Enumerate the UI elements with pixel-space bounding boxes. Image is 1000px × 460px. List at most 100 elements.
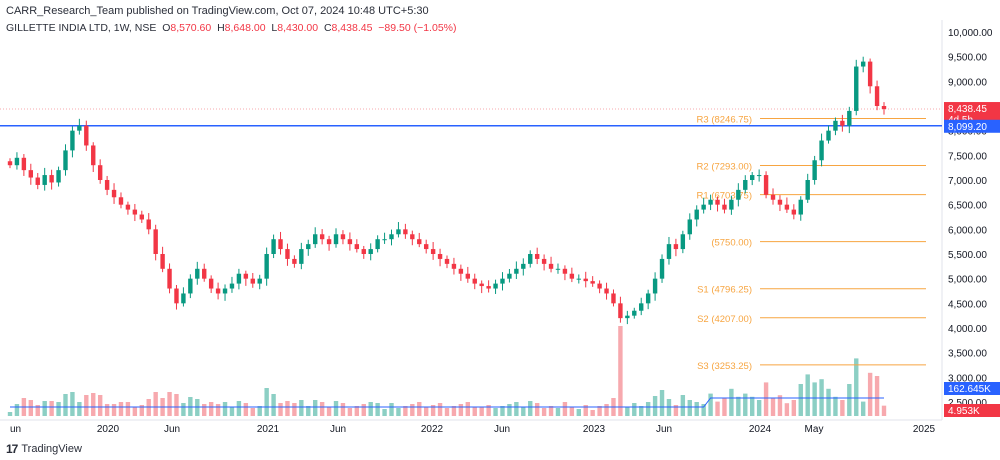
- volume-bar: [874, 376, 880, 416]
- candle-body: [167, 268, 172, 289]
- candle-body: [847, 110, 852, 126]
- candle-body: [576, 278, 581, 280]
- volume-bar: [132, 407, 138, 416]
- volume-bar: [28, 400, 34, 416]
- candle-body: [736, 189, 741, 200]
- candle-body: [569, 273, 575, 279]
- volume-bar: [42, 401, 47, 416]
- volume-bar: [590, 410, 595, 416]
- y-tick-label: 7,500.00: [948, 151, 987, 162]
- candle-body: [375, 239, 380, 250]
- close-label: C: [323, 22, 332, 34]
- candle-body: [743, 180, 748, 190]
- y-tick-label: 3,000.00: [948, 373, 987, 384]
- candle-body: [14, 157, 20, 166]
- volume-bar: [548, 406, 554, 416]
- volume-bar: [729, 388, 734, 416]
- candle-body: [63, 150, 68, 171]
- candle-body: [583, 278, 588, 282]
- candle-body: [77, 125, 82, 131]
- y-tick-label: 2,500.00: [948, 398, 987, 409]
- volume-bar: [798, 384, 803, 416]
- volume-bar: [174, 394, 179, 416]
- volume-bar: [867, 372, 873, 416]
- candle-body: [437, 254, 443, 259]
- volume-bar: [382, 409, 387, 416]
- x-tick-label: Jun: [164, 424, 180, 435]
- candle-body: [514, 268, 519, 274]
- candle-body: [639, 303, 644, 311]
- candle-body: [722, 204, 727, 210]
- change-value: −89.50 (−1.05%): [378, 22, 457, 34]
- candle-body: [867, 61, 873, 87]
- volume-bar: [597, 406, 602, 416]
- support-price-tag: 8,099.20: [944, 119, 1000, 133]
- volume-bars: [7, 326, 887, 416]
- volume-bar: [292, 403, 297, 416]
- candle-body: [805, 180, 810, 200]
- volume-bar: [181, 403, 186, 416]
- y-tick-label: 5,500.00: [948, 250, 987, 261]
- volume-bar: [645, 402, 651, 416]
- candle-body: [507, 273, 512, 279]
- volume-bar: [430, 405, 436, 416]
- volume-bar: [451, 406, 457, 416]
- volume-bar: [167, 392, 172, 416]
- candle-body: [652, 278, 658, 294]
- volume-bar: [521, 407, 526, 416]
- candle-body: [361, 249, 366, 254]
- candle-body: [756, 175, 762, 177]
- candle-body: [791, 209, 797, 215]
- candle-body: [229, 283, 235, 289]
- candle-body: [451, 263, 457, 269]
- candle-body: [91, 145, 96, 166]
- pivot-label: S3 (3253.25): [697, 361, 752, 372]
- candle-body: [354, 244, 360, 250]
- publisher-line: CARR_Research_Team published on TradingV…: [6, 5, 429, 17]
- candle-body: [97, 165, 103, 180]
- candle-body: [139, 214, 144, 220]
- candle-body: [604, 288, 609, 294]
- volume-bar: [347, 408, 353, 416]
- volume-bar: [534, 403, 540, 416]
- candle-body: [500, 278, 505, 284]
- pivot-label: (5750.00): [711, 238, 752, 249]
- candle-body: [403, 229, 408, 235]
- candle-body: [701, 204, 706, 210]
- volume-bar: [444, 408, 450, 416]
- candle-body: [666, 244, 672, 259]
- candle-body: [541, 258, 547, 264]
- volume-bar: [750, 396, 755, 416]
- volume-ma-line: [10, 397, 884, 408]
- candle-body: [472, 278, 477, 284]
- candle-body: [118, 197, 124, 205]
- close-value: 8,438.45: [331, 22, 373, 34]
- candle-body: [299, 249, 304, 264]
- candle-body: [770, 194, 776, 200]
- candle-body: [326, 239, 332, 245]
- volume-bar: [479, 407, 484, 416]
- volume-bar: [673, 405, 679, 416]
- candle-body: [673, 244, 679, 250]
- candle-body: [881, 106, 887, 110]
- volume-bar: [500, 406, 505, 416]
- volume-bar: [243, 403, 249, 416]
- volume-bar: [541, 408, 547, 416]
- candle-body: [444, 258, 450, 264]
- volume-bar: [14, 404, 20, 416]
- candle-body: [319, 234, 325, 240]
- volume-bar: [854, 358, 859, 416]
- volume-bar: [826, 388, 831, 416]
- candle-body: [181, 293, 186, 304]
- volume-bar: [236, 401, 242, 416]
- volume-bar: [632, 403, 637, 416]
- volume-bar: [423, 407, 429, 416]
- candle-body: [7, 161, 13, 166]
- volume-bar: [777, 395, 783, 416]
- candle-body: [680, 234, 686, 250]
- volume-bar: [313, 400, 318, 416]
- y-tick-label: 6,000.00: [948, 225, 987, 236]
- volume-ma-tag-text: 162.645K: [948, 384, 991, 395]
- pivot-label: R3 (8246.75): [697, 114, 752, 125]
